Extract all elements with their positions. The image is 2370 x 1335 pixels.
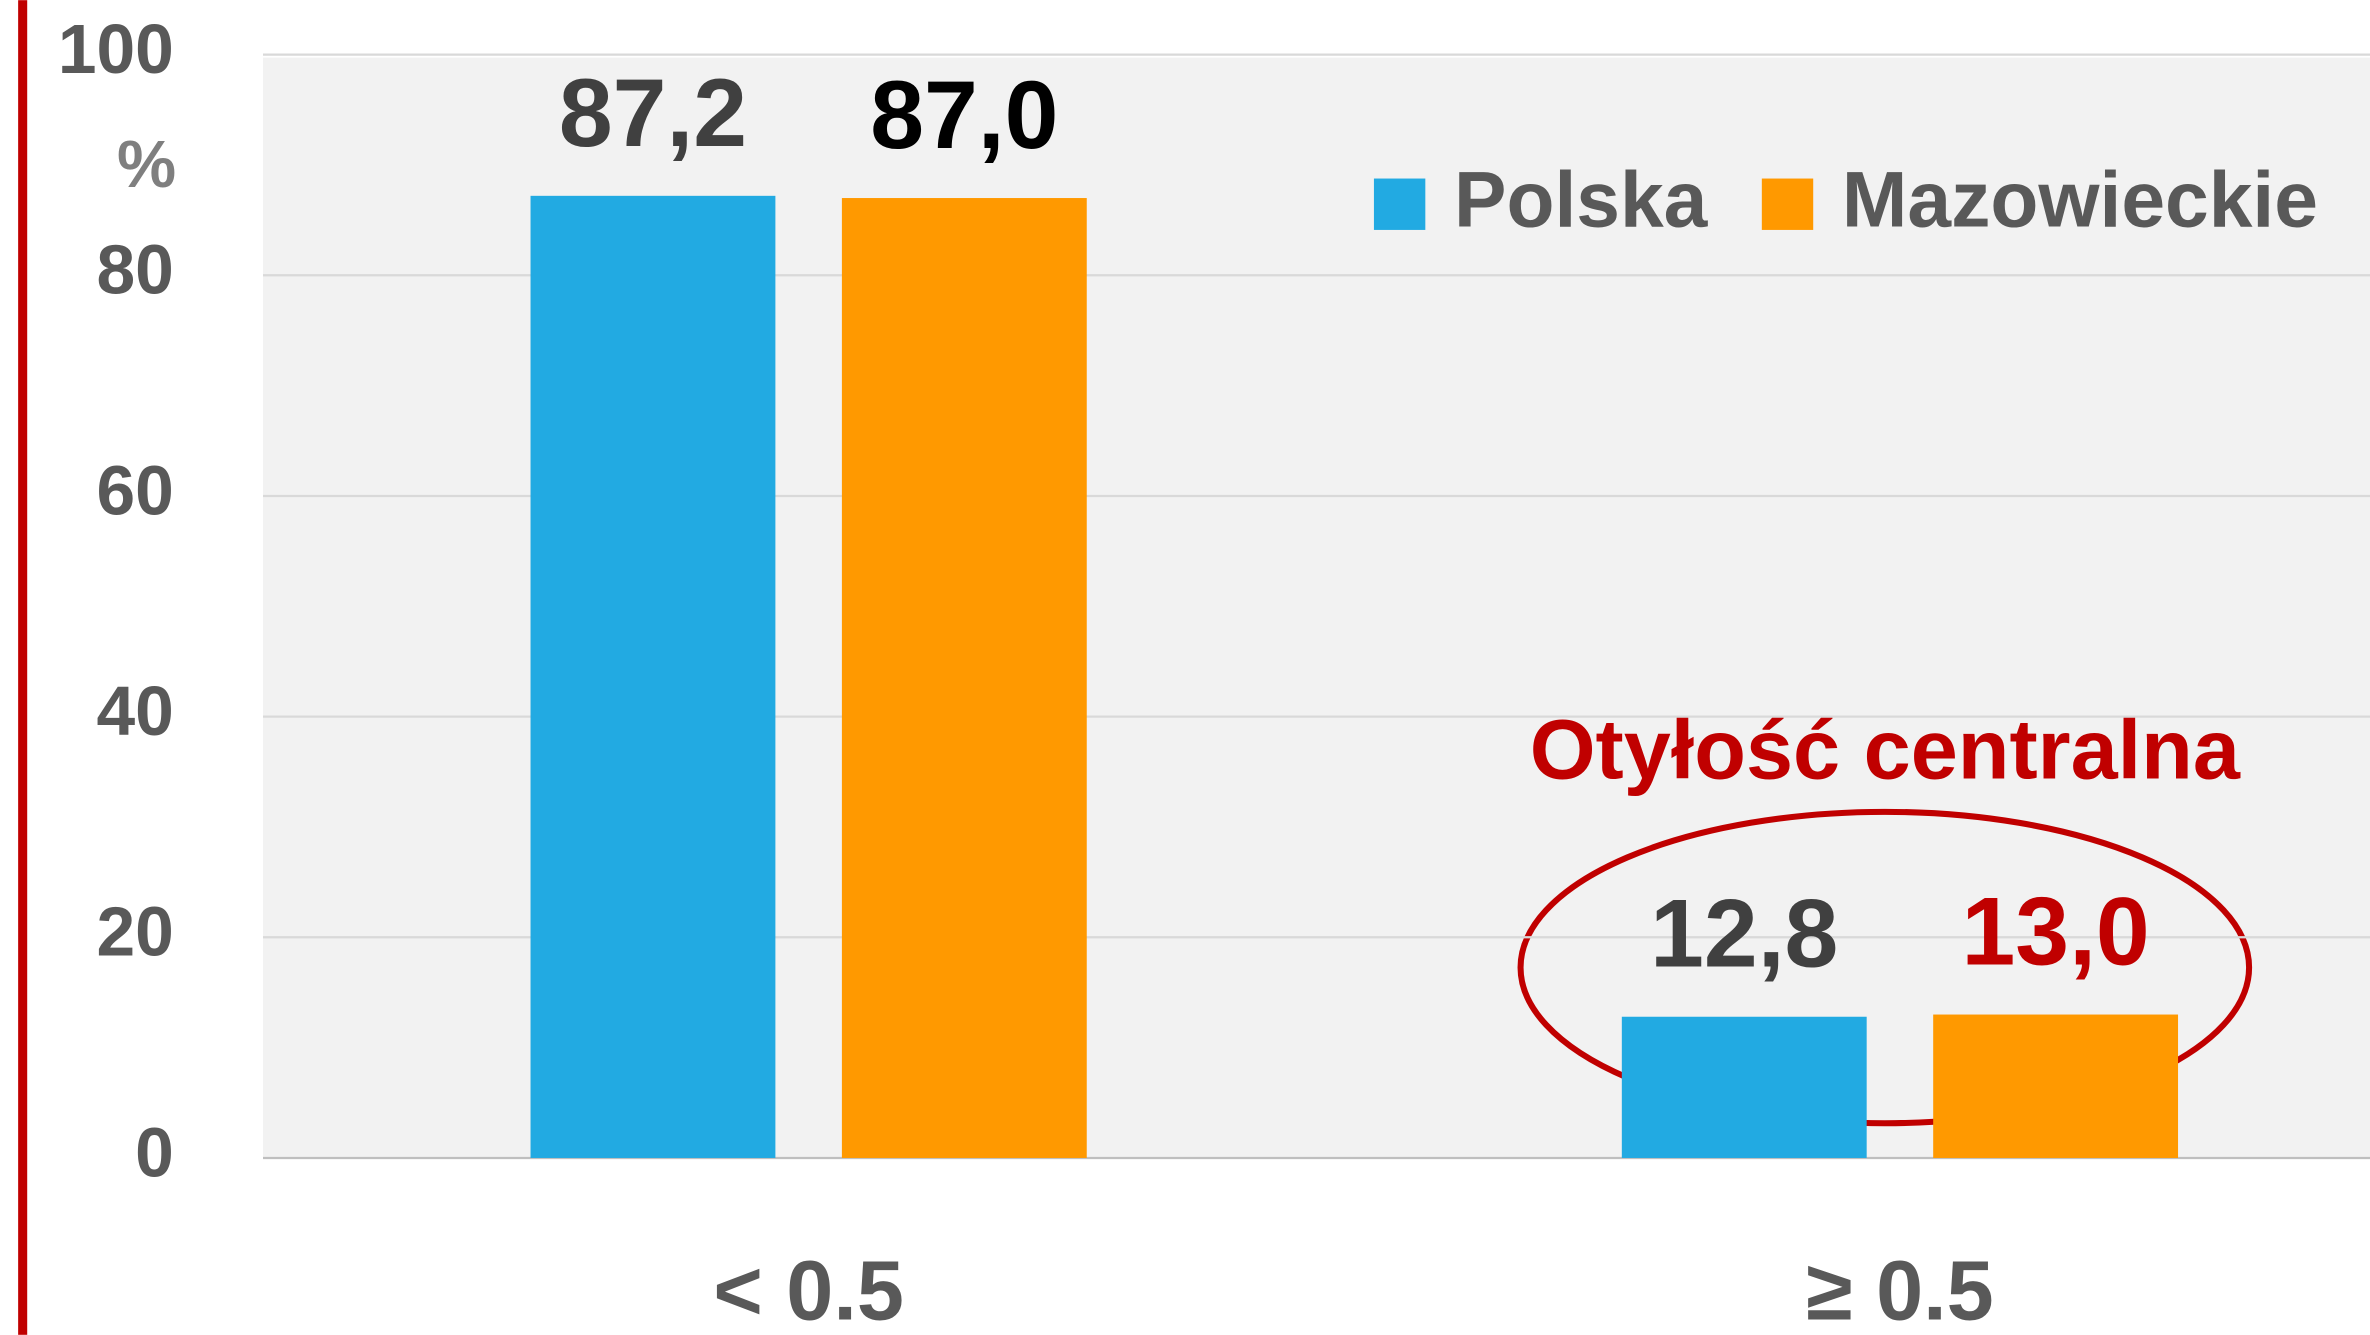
value-label: 13,0 [1961,878,2149,986]
y-tick-label: 80 [96,231,173,309]
bar [1933,1014,2179,1158]
bar [530,195,776,1158]
legend-swatch [1373,178,1426,230]
value-label: 12,8 [1650,880,1838,988]
y-axis-label: % [117,128,176,202]
legend-swatch [1761,178,1814,230]
highlight-ellipse [1517,808,2253,1127]
legend-label: Polska [1454,156,1709,244]
y-tick-label: 40 [96,672,173,750]
y-tick-label: 0 [135,1113,174,1191]
y-tick-label: 100 [58,10,174,88]
x-tick-label: ≥ 0.5 [1806,1242,1994,1335]
value-label: 87,2 [559,59,747,167]
bar [841,198,1087,1158]
value-label: 87,0 [870,61,1058,169]
side-rule [18,0,28,1335]
x-tick-label: < 0.5 [713,1242,904,1335]
y-tick-label: 20 [96,893,173,971]
y-tick-label: 60 [96,451,173,529]
bar [1621,1016,1867,1158]
legend-label: Mazowieckie [1842,156,2318,244]
